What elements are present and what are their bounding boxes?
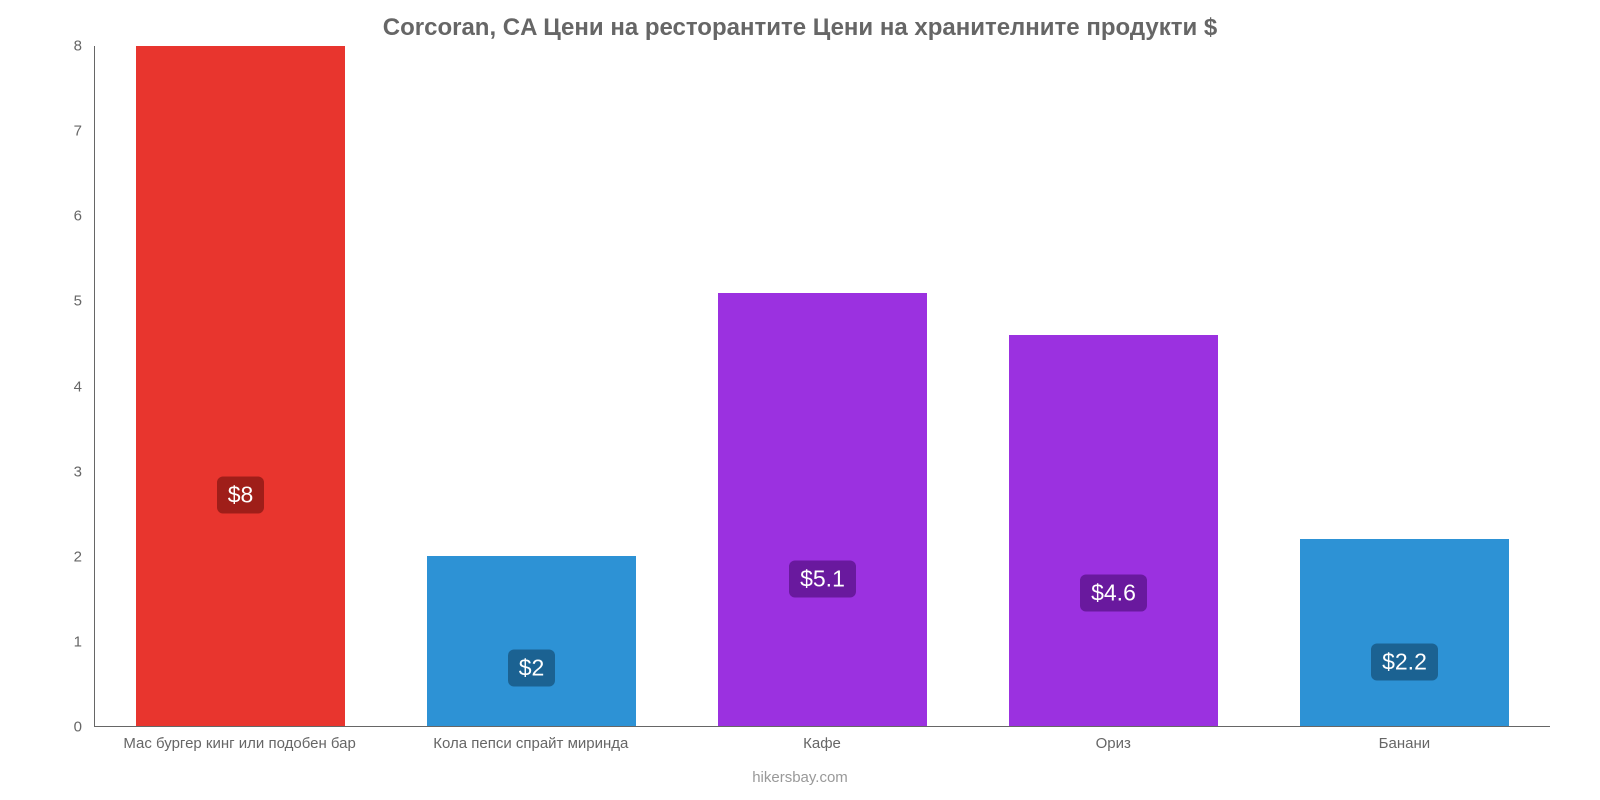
- bar-value-label: $5.1: [789, 560, 856, 597]
- price-bar-chart: Corcoran, CA Цени на ресторантите Цени н…: [0, 0, 1600, 800]
- y-tick: 6: [74, 208, 82, 225]
- bar-slot: $8: [95, 46, 386, 726]
- bars-container: $8 $2 $5.1 $4.6 $2.2: [95, 46, 1550, 726]
- bar: $2.2: [1300, 539, 1510, 726]
- y-tick: 2: [74, 548, 82, 565]
- x-tick-label: Банани: [1259, 727, 1550, 767]
- y-tick: 0: [74, 719, 82, 736]
- bar-value-label: $4.6: [1080, 575, 1147, 612]
- bar-value-label: $2.2: [1371, 644, 1438, 681]
- y-tick: 3: [74, 463, 82, 480]
- chart-footer: hikersbay.com: [0, 767, 1600, 800]
- y-tick: 7: [74, 123, 82, 140]
- x-axis-labels: Мас бургер кинг или подобен барКола пепс…: [94, 727, 1550, 767]
- bar-slot: $5.1: [677, 46, 968, 726]
- bar: $8: [136, 46, 346, 726]
- bar: $2: [427, 556, 637, 726]
- bar: $5.1: [718, 293, 928, 727]
- bar-slot: $2.2: [1259, 46, 1550, 726]
- plot-region: 012345678 $8$2$5.1$4.6$2.2 Мас бургер ки…: [60, 46, 1560, 767]
- y-axis: 012345678: [60, 46, 90, 727]
- bar: $4.6: [1009, 335, 1219, 726]
- x-tick-label: Мас бургер кинг или подобен бар: [94, 727, 385, 767]
- plot-area: $8 $2 $5.1 $4.6 $2.2: [94, 46, 1550, 727]
- bar-slot: $2: [386, 46, 677, 726]
- x-tick-label: Ориз: [968, 727, 1259, 767]
- bar-value-label: $8: [217, 476, 265, 513]
- x-tick-label: Кола пепси спрайт миринда: [385, 727, 676, 767]
- y-tick: 8: [74, 38, 82, 55]
- x-tick-label: Кафе: [676, 727, 967, 767]
- chart-title: Corcoran, CA Цени на ресторантите Цени н…: [0, 0, 1600, 46]
- bar-value-label: $2: [508, 650, 556, 687]
- bar-slot: $4.6: [968, 46, 1259, 726]
- y-tick: 4: [74, 378, 82, 395]
- y-tick: 5: [74, 293, 82, 310]
- y-tick: 1: [74, 633, 82, 650]
